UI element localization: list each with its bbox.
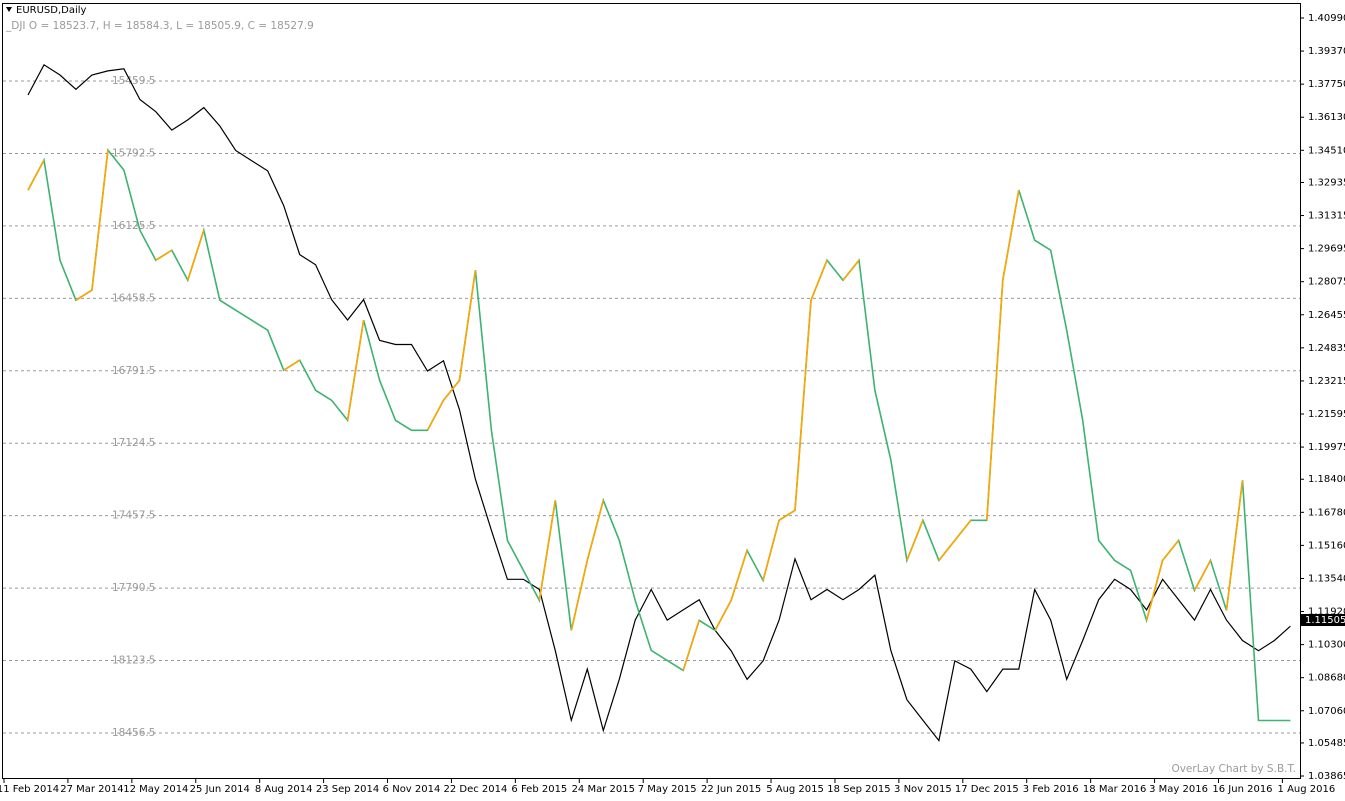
up-segment	[682, 620, 700, 671]
up-segment	[187, 229, 205, 281]
y-tick-label: 1.21595	[1308, 409, 1345, 420]
y-tick-label: 1.08680	[1308, 673, 1345, 684]
up-segment	[91, 150, 109, 291]
watermark: OverLay Chart by S.B.T.	[1171, 763, 1296, 775]
x-tick-label: 12 May 2014	[123, 784, 188, 795]
up-segment	[1193, 559, 1212, 591]
chart-title: EURUSD,Daily	[16, 5, 87, 16]
y2-tick-label: 17457.5	[112, 510, 155, 522]
y-tick-label: 1.28075	[1308, 277, 1345, 288]
last-price-label: 1.11505	[1305, 615, 1345, 626]
x-tick-label: 18 Mar 2016	[1083, 784, 1146, 795]
y-tick-label: 1.11920	[1308, 607, 1345, 618]
y-tick-label: 1.03865	[1308, 771, 1345, 782]
x-tick-label: 22 Jun 2015	[701, 784, 761, 795]
up-segment	[986, 280, 1004, 521]
y2-tick-label: 17790.5	[112, 582, 155, 594]
x-tick-label: 16 Jun 2016	[1212, 784, 1272, 795]
up-segment	[954, 519, 972, 541]
series-line	[27, 63, 1291, 742]
y-tick-label: 1.19975	[1308, 442, 1345, 453]
x-tick-label: 6 Nov 2014	[383, 784, 441, 795]
y-tick-label: 1.40990	[1308, 13, 1345, 24]
y-tick-label: 1.29695	[1308, 244, 1345, 255]
y-tick-label: 1.10300	[1308, 640, 1345, 651]
collapse-arrow[interactable]	[6, 7, 12, 12]
last-price-box	[1301, 614, 1345, 627]
up-segment	[155, 249, 173, 261]
up-segment	[586, 500, 605, 561]
y-tick-label: 1.15160	[1308, 540, 1345, 551]
x-tick-label: 17 Dec 2015	[955, 784, 1019, 795]
up-segment	[283, 359, 301, 371]
x-tick-label: 25 Jun 2014	[190, 784, 250, 795]
up-segment	[1001, 189, 1020, 281]
x-tick-label: 24 Mar 2015	[572, 784, 635, 795]
up-segment	[538, 500, 557, 601]
y-tick-label: 1.37750	[1308, 79, 1345, 90]
y-tick-label: 1.05485	[1308, 738, 1345, 749]
up-segment	[27, 159, 45, 191]
y-tick-label: 1.32935	[1308, 177, 1345, 188]
y2-tick-label: 16458.5	[112, 292, 155, 304]
up-segment	[1145, 560, 1164, 621]
x-tick-label: 5 Aug 2015	[766, 784, 824, 795]
y-tick-label: 1.07060	[1308, 706, 1345, 717]
x-tick-label: 8 Aug 2014	[255, 784, 313, 795]
up-segment	[75, 289, 93, 301]
up-segment	[762, 520, 780, 581]
x-tick-label: 23 Sep 2014	[316, 784, 379, 795]
y-tick-label: 1.39370	[1308, 46, 1345, 57]
y-tick-label: 1.24835	[1308, 343, 1345, 354]
plot-frame	[2, 3, 1301, 779]
x-tick-label: 7 May 2015	[638, 784, 697, 795]
up-segment	[810, 259, 828, 301]
series-line	[27, 148, 1291, 722]
up-segment	[426, 399, 445, 431]
up-segment	[842, 259, 860, 281]
x-tick-label: 3 May 2016	[1149, 784, 1208, 795]
up-segment	[906, 520, 924, 561]
y2-tick-label: 17124.5	[112, 437, 155, 449]
up-segment	[730, 550, 748, 601]
y-tick-label: 1.36130	[1308, 112, 1345, 123]
y-tick-label: 1.31315	[1308, 211, 1345, 222]
up-segment	[346, 320, 365, 421]
up-segment	[1225, 480, 1244, 611]
y2-tick-label: 15792.5	[112, 147, 155, 159]
up-segment	[714, 600, 732, 631]
y2-tick-label: 18456.5	[112, 727, 155, 739]
y-tick-label: 1.34510	[1308, 145, 1345, 156]
up-segment	[458, 270, 477, 381]
x-tick-label: 22 Dec 2014	[443, 784, 507, 795]
y2-tick-label: 18123.5	[112, 655, 155, 667]
y2-tick-label: 16125.5	[112, 220, 155, 232]
y-tick-label: 1.13540	[1308, 573, 1345, 584]
y-tick-label: 1.26455	[1308, 310, 1345, 321]
x-tick-label: 1 Aug 2016	[1278, 784, 1336, 795]
y2-tick-label: 15459.5	[112, 75, 155, 87]
overlay-info: _DJI O = 18523.7, H = 18584.3, L = 18505…	[5, 20, 314, 32]
x-tick-label: 6 Feb 2015	[511, 784, 567, 795]
x-tick-label: 3 Feb 2016	[1023, 784, 1079, 795]
up-segment	[938, 539, 956, 561]
up-segment	[570, 560, 589, 631]
up-segment	[778, 509, 796, 522]
x-tick-label: 3 Nov 2015	[894, 784, 952, 795]
y2-tick-label: 16791.5	[112, 365, 155, 377]
y-tick-label: 1.16780	[1308, 507, 1345, 518]
x-tick-label: 11 Feb 2014	[0, 784, 59, 795]
x-tick-label: 27 Mar 2014	[60, 784, 123, 795]
y-tick-label: 1.18400	[1308, 474, 1345, 485]
up-segment	[442, 379, 461, 401]
up-segment	[1161, 539, 1180, 561]
up-segment	[794, 300, 812, 511]
x-tick-label: 18 Sep 2015	[827, 784, 890, 795]
y-tick-label: 1.23215	[1308, 376, 1345, 387]
